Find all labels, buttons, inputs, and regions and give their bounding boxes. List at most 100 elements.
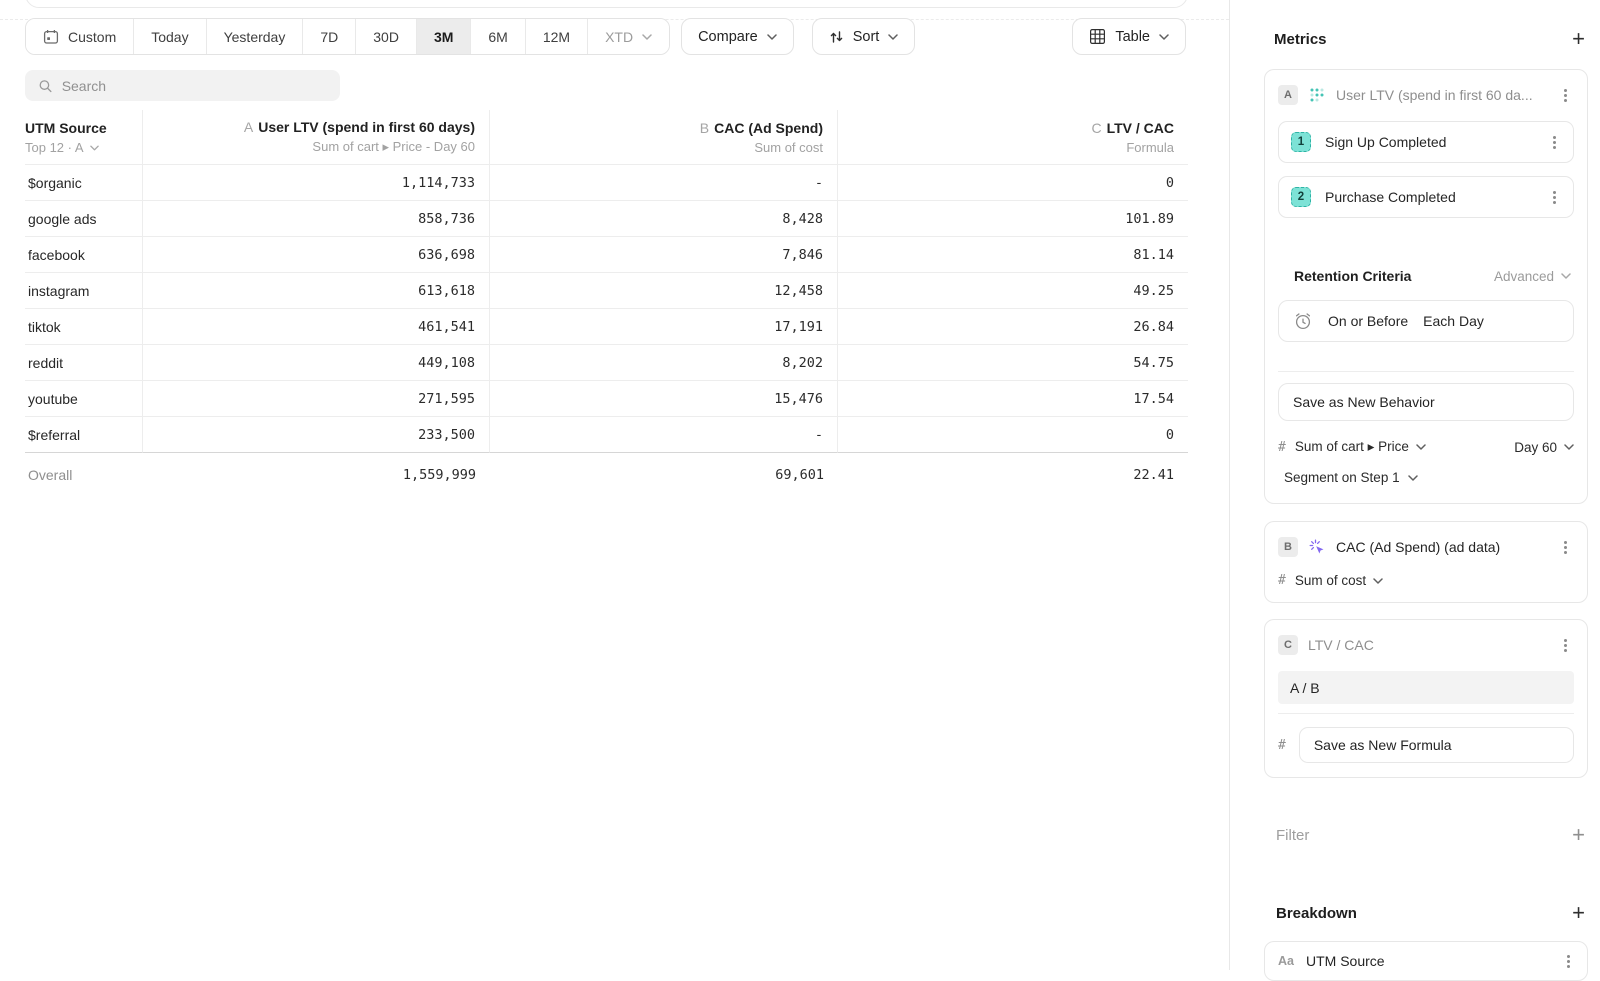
column-letter-b: B — [699, 120, 710, 136]
metric-a-name: User LTV (spend in first 60 da... — [1336, 87, 1533, 103]
metric-c-name: LTV / CAC — [1308, 637, 1374, 653]
column-header-metric-a[interactable]: A User LTV (spend in first 60 days) Sum o… — [143, 110, 490, 165]
view-type-table-button[interactable]: Table — [1072, 18, 1186, 55]
cell-a: 613,618 — [143, 273, 490, 309]
metric-a-kebab-menu[interactable] — [1564, 93, 1567, 97]
cell-a: 461,541 — [143, 309, 490, 345]
table-grid-icon — [1090, 29, 1106, 45]
segment-on-step-dropdown[interactable]: Segment on Step 1 — [1284, 470, 1574, 485]
step-1-kebab-menu[interactable] — [1553, 140, 1556, 144]
add-metric-button[interactable]: + — [1572, 26, 1585, 51]
table-row[interactable]: tiktok 461,541 17,191 26.84 — [25, 309, 1188, 345]
add-filter-button[interactable]: + — [1572, 822, 1585, 847]
behavior-window-dropdown[interactable]: Each Day — [1423, 313, 1484, 329]
save-behavior-label: Save as New Behavior — [1293, 394, 1435, 410]
sort-button[interactable]: Sort — [811, 18, 916, 55]
table-row[interactable]: reddit 449,108 8,202 54.75 — [25, 345, 1188, 381]
top-12-dropdown[interactable]: Top 12 · A — [25, 140, 142, 155]
column-header-utm-source[interactable]: UTM Source Top 12 · A — [25, 110, 143, 165]
table-row[interactable]: youtube 271,595 15,476 17.54 — [25, 381, 1188, 417]
range-30d-button[interactable]: 30D — [356, 19, 417, 54]
range-7d-button[interactable]: 7D — [303, 19, 357, 54]
save-as-new-behavior-button[interactable]: Save as New Behavior — [1278, 383, 1574, 421]
column-letter-c: C — [1091, 120, 1102, 136]
table-row[interactable]: instagram 613,618 12,458 49.25 — [25, 273, 1188, 309]
table-header-row: UTM Source Top 12 · A A User LTV (spend i… — [25, 110, 1188, 165]
step-2-kebab-menu[interactable] — [1553, 195, 1556, 199]
range-3m-button-selected[interactable]: 3M — [416, 19, 472, 54]
cell-a: 271,595 — [143, 381, 490, 417]
metric-c-kebab-menu[interactable] — [1564, 643, 1567, 647]
breakdown-section-header: Breakdown + — [1276, 900, 1585, 925]
compare-button[interactable]: Compare — [681, 18, 794, 55]
measure-property-dropdown[interactable]: Sum of cart ▸ Price — [1295, 439, 1426, 455]
cell-c: 26.84 — [838, 309, 1188, 345]
table-row[interactable]: $referral 233,500 - 0 — [25, 417, 1188, 453]
alarm-clock-icon — [1295, 313, 1311, 330]
chevron-down-icon — [1407, 474, 1418, 481]
range-6m-button[interactable]: 6M — [471, 19, 526, 54]
range-3m-label: 3M — [433, 28, 454, 45]
range-custom-button[interactable]: Custom — [26, 19, 135, 54]
table-row[interactable]: facebook 636,698 7,846 81.14 — [25, 237, 1188, 273]
range-today-button[interactable]: Today — [134, 19, 207, 54]
cell-c: 49.25 — [838, 273, 1188, 309]
step-1-card[interactable]: 1 Sign Up Completed — [1278, 121, 1574, 163]
row-label: facebook — [25, 237, 143, 273]
metric-c-header[interactable]: C LTV / CAC — [1278, 632, 1574, 658]
metric-a-badge: A — [1278, 85, 1298, 105]
sum-of-cost-dropdown[interactable]: Sum of cost — [1295, 573, 1383, 588]
metric-b-header[interactable]: B CAC (Ad Spend) (ad data) — [1278, 534, 1574, 560]
retention-mode-dropdown[interactable]: Advanced — [1494, 269, 1571, 284]
cell-b: 8,202 — [490, 345, 838, 381]
chevron-down-icon — [1373, 577, 1383, 584]
breakdown-property-card[interactable]: Aa UTM Source — [1264, 941, 1588, 981]
column-header-metric-c[interactable]: C LTV / CAC Formula — [838, 110, 1188, 165]
save-as-new-formula-button[interactable]: Save as New Formula — [1298, 727, 1574, 763]
range-6m-label: 6M — [488, 28, 508, 45]
metric-b-name: CAC (Ad Spend) (ad data) — [1336, 539, 1501, 555]
chevron-down-icon — [1416, 444, 1426, 450]
filter-title: Filter — [1276, 826, 1310, 844]
range-12m-button[interactable]: 12M — [525, 19, 589, 54]
retention-mode-label: Advanced — [1493, 268, 1554, 284]
metric-b-kebab-menu[interactable] — [1564, 545, 1567, 549]
range-xtd-label: XTD — [605, 28, 634, 45]
formula-input[interactable]: A / B — [1278, 671, 1574, 704]
chart-card-bottom-edge — [25, 0, 1188, 8]
breakdown-property-label: UTM Source — [1305, 953, 1385, 969]
behavior-condition-dropdown[interactable]: On or Before — [1328, 313, 1409, 329]
cell-a: 858,736 — [143, 201, 490, 237]
step-1-badge: 1 — [1291, 132, 1311, 152]
search-box[interactable] — [25, 70, 340, 101]
cell-a: 1,114,733 — [143, 165, 490, 201]
numeric-type-icon: # — [1278, 439, 1286, 455]
chevron-down-icon — [888, 33, 899, 40]
column-a-title: User LTV (spend in first 60 days) — [258, 119, 475, 135]
behavioral-metric-icon — [1310, 88, 1324, 102]
date-range-segmented-control: Custom Today Yesterday 7D 30D 3M 6M 12M … — [25, 18, 671, 55]
report-main-area: Custom Today Yesterday 7D 30D 3M 6M 12M … — [0, 0, 1229, 497]
column-header-metric-b[interactable]: B CAC (Ad Spend) Sum of cost — [490, 110, 838, 165]
retention-criteria-title: Retention Criteria — [1294, 268, 1412, 284]
measure-window-dropdown[interactable]: Day 60 — [1514, 440, 1574, 455]
step-2-card[interactable]: 2 Purchase Completed — [1278, 176, 1574, 218]
breakdown-table: UTM Source Top 12 · A A User LTV (spend i… — [25, 110, 1188, 497]
range-yesterday-button[interactable]: Yesterday — [206, 19, 304, 54]
cell-b: 17,191 — [490, 309, 838, 345]
table-row[interactable]: google ads 858,736 8,428 101.89 — [25, 201, 1188, 237]
metric-b-card: B CAC (Ad Spend) (ad data) # Sum of cost — [1264, 521, 1588, 603]
card-divider — [1278, 713, 1574, 714]
chevron-down-icon — [642, 33, 652, 40]
calendar-icon — [43, 29, 59, 44]
breakdown-kebab-menu[interactable] — [1567, 959, 1570, 963]
cell-c: 17.54 — [838, 381, 1188, 417]
overall-a: 1,559,999 — [402, 467, 476, 483]
metric-a-header[interactable]: A User LTV (spend in first 60 da... — [1278, 82, 1574, 108]
add-breakdown-button[interactable]: + — [1572, 900, 1585, 925]
search-input[interactable] — [61, 77, 327, 94]
range-xtd-button[interactable]: XTD — [588, 19, 670, 54]
query-builder-sidebar: Metrics + A User LTV (spend in first 60 … — [1229, 0, 1600, 981]
cell-a: 233,500 — [143, 417, 490, 453]
table-row[interactable]: $organic 1,114,733 - 0 — [25, 165, 1188, 201]
